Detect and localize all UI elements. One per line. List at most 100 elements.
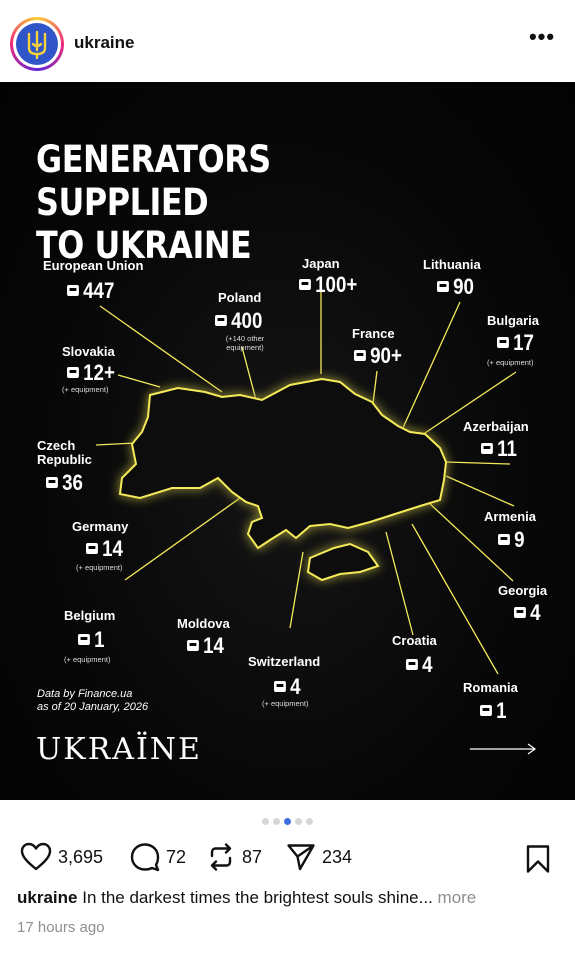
avatar[interactable] — [10, 17, 64, 71]
connector-line — [411, 523, 499, 675]
username[interactable]: ukraine — [74, 33, 135, 52]
carousel-dot — [273, 818, 280, 825]
connector-line — [401, 301, 461, 431]
caption-more-link[interactable]: more — [437, 888, 477, 907]
country-label-croatia: Croatia — [392, 633, 437, 648]
generator-icon — [46, 477, 58, 488]
carousel-dot-active — [284, 818, 291, 825]
connector-line — [241, 346, 257, 401]
generator-icon — [67, 285, 79, 296]
country-note-slovakia: (+ equipment) — [62, 385, 109, 394]
generator-icon — [274, 681, 286, 692]
caption-text: In the darkest times the brightest souls… — [82, 888, 433, 907]
generator-icon — [481, 443, 493, 454]
save-button[interactable] — [524, 844, 552, 879]
country-value-romania: 1 — [480, 698, 507, 724]
post-header: ukraine ••• — [0, 0, 575, 82]
country-value-armenia: 9 — [498, 527, 525, 553]
country-note-germany: (+ equipment) — [76, 563, 123, 572]
repost-icon — [210, 843, 232, 871]
heart-icon — [20, 842, 52, 871]
country-value-switzerland: 4 — [274, 674, 301, 700]
generator-icon — [497, 337, 509, 348]
more-options-button[interactable]: ••• — [528, 24, 556, 49]
country-label-japan: Japan — [302, 256, 340, 271]
country-value-croatia: 4 — [406, 652, 433, 678]
repost-count: 87 — [242, 846, 263, 867]
share-button[interactable]: 234 — [286, 840, 352, 874]
carousel-dot — [295, 818, 302, 825]
generator-icon — [299, 279, 311, 290]
repost-button[interactable]: 87 — [206, 840, 262, 874]
infographic-title: GENERATORS SUPPLIED TO UKRAINE — [36, 138, 271, 267]
connector-line — [95, 442, 137, 446]
country-value-czech: 36 — [46, 470, 83, 496]
country-label-switzerland: Switzerland — [248, 654, 321, 669]
comment-icon — [130, 843, 160, 872]
like-count: 3,695 — [58, 846, 104, 867]
country-note-bulgaria: (+ equipment) — [487, 358, 534, 367]
country-value-lithuania: 90 — [437, 274, 474, 300]
country-note-poland: (+140 other equipment) — [225, 334, 265, 352]
country-label-belgium: Belgium — [64, 608, 116, 623]
generator-icon — [354, 350, 366, 361]
country-label-france: France — [352, 326, 395, 341]
comment-count: 72 — [166, 846, 187, 867]
country-value-france: 90+ — [354, 343, 402, 369]
carousel-indicator — [0, 812, 575, 825]
country-value-japan: 100+ — [299, 272, 357, 298]
share-count: 234 — [322, 846, 353, 867]
country-value-slovakia: 12+ — [67, 360, 115, 386]
connector-line — [427, 501, 514, 582]
country-value-georgia: 4 — [514, 600, 541, 626]
country-label-germany: Germany — [72, 519, 129, 534]
country-label-poland: Poland — [218, 290, 262, 305]
country-label-bulgaria: Bulgaria — [487, 313, 540, 328]
caption-username[interactable]: ukraine — [17, 888, 78, 907]
country-label-romania: Romania — [463, 680, 518, 695]
connector-line — [385, 531, 414, 636]
country-label-eu: European Union — [43, 258, 144, 273]
country-value-germany: 14 — [86, 536, 123, 562]
generator-icon — [78, 634, 90, 645]
post-caption: ukraine In the darkest times the brighte… — [17, 888, 476, 908]
generator-icon — [406, 659, 418, 670]
post-image[interactable]: GENERATORS SUPPLIED TO UKRAINE — [0, 82, 575, 800]
country-label-lithuania: Lithuania — [423, 257, 481, 272]
like-button[interactable]: 3,695 — [20, 840, 103, 874]
connector-line — [289, 551, 304, 629]
post-timestamp: 17 hours ago — [17, 919, 105, 936]
country-note-belgium: (+ equipment) — [64, 655, 111, 664]
action-bar: 3,695 72 87 234 — [0, 838, 575, 878]
generator-icon — [86, 543, 98, 554]
country-label-azerbaijan: Azerbaijan — [463, 419, 529, 434]
trident-icon — [27, 30, 47, 60]
country-value-poland: 400 — [215, 308, 262, 334]
country-note-switzerland: (+ equipment) — [262, 699, 309, 708]
generator-icon — [480, 705, 492, 716]
generator-icon — [215, 315, 227, 326]
country-value-eu: 447 — [67, 278, 114, 304]
comment-button[interactable]: 72 — [130, 840, 186, 874]
connector-line — [415, 371, 517, 440]
data-source: Data by Finance.ua as of 20 January, 202… — [37, 688, 149, 713]
country-value-azerbaijan: 11 — [481, 436, 517, 462]
connector-line — [99, 305, 223, 393]
generator-icon — [514, 607, 526, 618]
connector-line — [445, 461, 511, 465]
country-label-moldova: Moldova — [177, 616, 230, 631]
carousel-dot — [306, 818, 313, 825]
country-label-armenia: Armenia — [484, 509, 537, 524]
connector-line — [117, 374, 161, 388]
generator-icon — [187, 640, 199, 651]
generator-icon — [498, 534, 510, 545]
country-label-slovakia: Slovakia — [62, 344, 115, 359]
send-icon — [287, 844, 315, 871]
generator-icon — [67, 367, 79, 378]
arrow-right-icon[interactable] — [470, 742, 538, 756]
country-label-georgia: Georgia — [498, 583, 548, 598]
country-value-moldova: 14 — [187, 633, 224, 659]
connector-line — [445, 475, 515, 507]
country-value-belgium: 1 — [78, 627, 105, 653]
bookmark-icon — [526, 845, 550, 873]
